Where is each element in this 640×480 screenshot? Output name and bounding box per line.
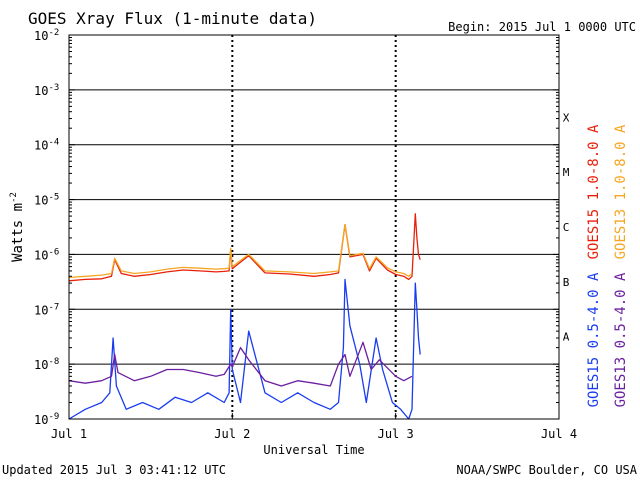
y-tick-label-exponent: -7 <box>48 302 59 312</box>
plot-frame <box>68 34 560 420</box>
y-tick-label-exponent: -8 <box>48 357 59 367</box>
legend-entry: GOES13 1.0-8.0 A <box>613 124 629 259</box>
chart-title: GOES Xray Flux (1-minute data) <box>28 9 317 28</box>
y-axis-title-exponent: -2 <box>9 192 19 203</box>
y-axis-title-text: Watts m-2 <box>9 192 26 262</box>
legend-entry: GOES13 0.5-4.0 A <box>613 272 629 407</box>
y-tick-label-base: 10 <box>34 413 48 427</box>
flare-class-label: C <box>563 221 570 234</box>
y-tick-label-base: 10 <box>34 194 48 208</box>
flare-class-label: A <box>563 331 570 344</box>
legend: GOES15 1.0-8.0 A GOES13 1.0-8.0 A GOES15 0… <box>586 124 629 407</box>
series-line-2 <box>68 223 413 279</box>
legend-label: GOES13 1.0-8.0 A <box>613 124 629 259</box>
y-tick-label-exponent: -4 <box>48 138 59 148</box>
y-tick-label: 10-2 <box>34 28 59 43</box>
legend-entry: GOES15 1.0-8.0 A <box>586 124 602 259</box>
x-tick-label: Jul 2 <box>214 427 250 441</box>
x-tick-label: Jul 4 <box>541 427 577 441</box>
y-tick-label-exponent: -9 <box>48 412 59 422</box>
y-tick-label: 10-9 <box>34 412 59 427</box>
legend-label: GOES15 0.5-4.0 A <box>586 272 602 407</box>
y-tick-label-base: 10 <box>34 248 48 262</box>
legend-label: GOES15 1.0-8.0 A <box>586 124 602 259</box>
y-tick-label: 10-6 <box>34 247 59 262</box>
y-tick-label-base: 10 <box>34 358 48 372</box>
flare-class-label: B <box>563 276 570 289</box>
y-tick-label-base: 10 <box>34 84 48 98</box>
series-lines <box>68 213 421 420</box>
y-tick-label: 10-7 <box>34 302 59 317</box>
y-tick-label: 10-3 <box>34 83 59 98</box>
x-tick-label: Jul 3 <box>378 427 414 441</box>
series-line-4 <box>68 341 413 387</box>
x-axis-title: Universal Time <box>263 443 364 457</box>
updated-timestamp: Updated 2015 Jul 3 03:41:12 UTC <box>2 463 226 477</box>
y-tick-label: 10-8 <box>34 357 59 372</box>
y-axis-title: Watts m-2 <box>9 192 26 262</box>
flare-class-label: X <box>563 111 570 124</box>
series-line-1 <box>68 213 421 282</box>
flare-class-label: M <box>563 166 570 179</box>
x-tick-label: Jul 1 <box>51 427 87 441</box>
begin-label: Begin: 2015 Jul 1 0000 UTC <box>448 20 636 34</box>
y-tick-label-exponent: -5 <box>48 193 59 203</box>
source-credit: NOAA/SWPC Boulder, CO USA <box>456 463 637 477</box>
y-tick-label-exponent: -2 <box>48 28 59 38</box>
y-tick-label-exponent: -3 <box>48 83 59 93</box>
y-tick-label: 10-5 <box>34 193 59 208</box>
legend-entry: GOES15 0.5-4.0 A <box>586 272 602 407</box>
legend-label: GOES13 0.5-4.0 A <box>613 272 629 407</box>
y-axis-title-base: Watts m <box>10 203 26 262</box>
flare-class-labels: X M C B A <box>563 111 570 343</box>
y-tick-label-exponent: -6 <box>48 247 59 257</box>
series-line-3 <box>68 278 421 420</box>
y-tick-label-base: 10 <box>34 303 48 317</box>
y-tick-label: 10-4 <box>34 138 59 153</box>
y-tick-label-base: 10 <box>34 29 48 43</box>
y-tick-label-base: 10 <box>34 139 48 153</box>
